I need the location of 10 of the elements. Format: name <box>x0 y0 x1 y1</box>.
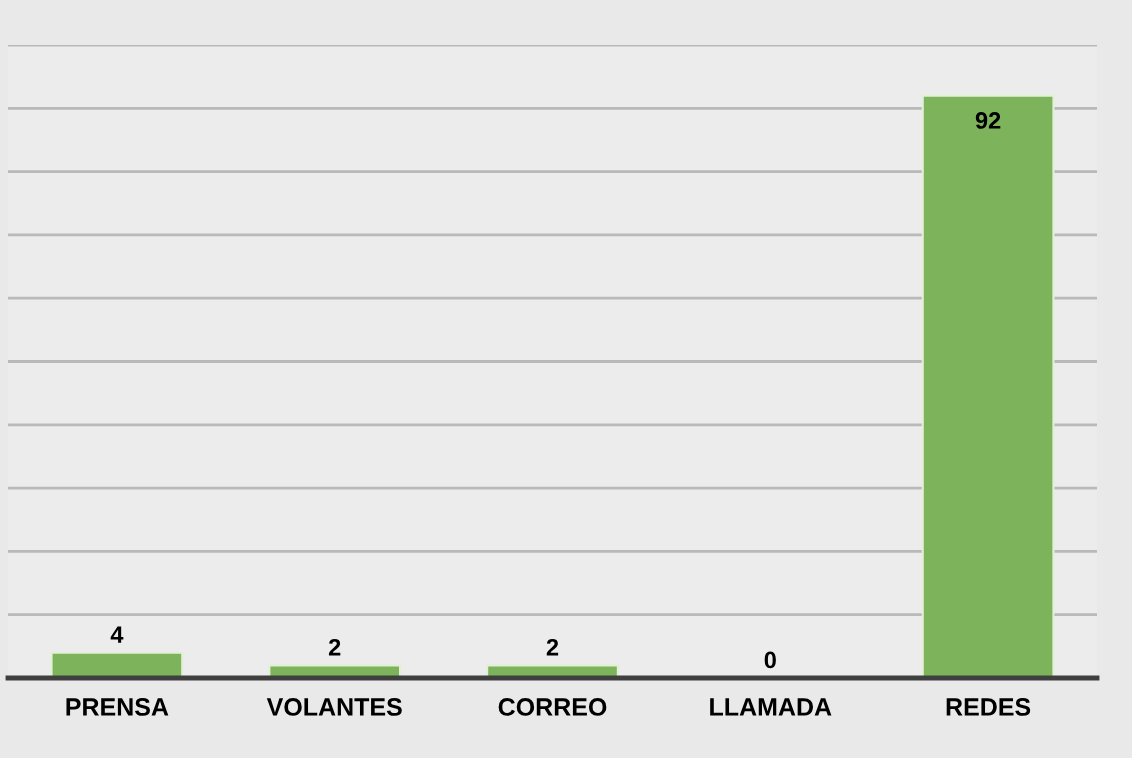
x-tick-label: REDES <box>946 698 1031 716</box>
data-label: 92 <box>975 112 1001 129</box>
data-label: 4 <box>110 626 124 643</box>
x-tick-label: PRENSA <box>66 698 169 716</box>
x-tick-label: VOLANTES <box>266 698 402 716</box>
x-tick-label: CORREO <box>498 698 607 716</box>
x-tick-label: LLAMADA <box>710 698 832 716</box>
data-label: 2 <box>546 638 559 656</box>
data-label: 2 <box>328 638 341 656</box>
data-label: 0 <box>764 651 776 669</box>
